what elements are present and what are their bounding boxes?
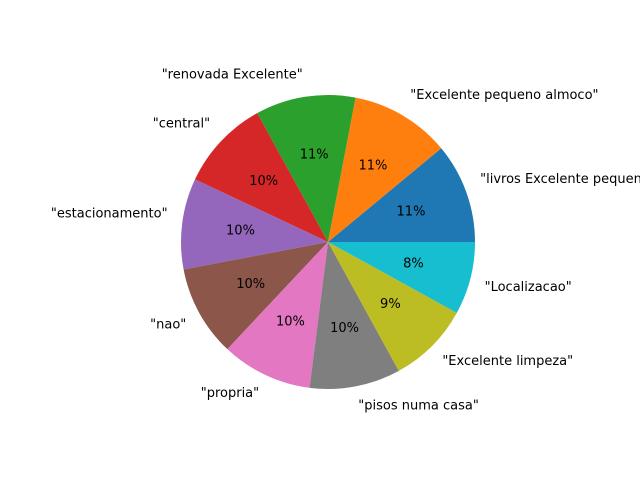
pie-slice-pisos-numa-casa: [309, 242, 399, 389]
category-label-excelente-pequeno-almoco: "Excelente pequeno almoco": [410, 88, 598, 103]
pie-slice-excelente-limpeza: [328, 242, 457, 371]
category-labels: "livros Excelente pequeno" "Excelente peq…: [51, 67, 640, 413]
category-label-pisos-numa-casa: "pisos numa casa": [358, 399, 479, 414]
category-label-excelente-limpeza: "Excelente limpeza": [442, 354, 573, 369]
percent-label-livros-excelente-pequeno: 11%: [397, 205, 426, 220]
category-label-nao: "nao": [150, 318, 186, 333]
category-label-central: "central": [153, 116, 210, 131]
category-label-propria: "propria": [201, 386, 259, 401]
pie-slice-estacionamento: [180, 179, 328, 270]
percent-label-excelente-pequeno-almoco: 11%: [358, 159, 387, 174]
pie-slice-central: [194, 113, 328, 242]
category-label-localizacao: "Localizacao": [485, 280, 572, 295]
category-label-renovada-excelente: "renovada Excelente": [162, 67, 303, 82]
percent-label-central: 10%: [249, 174, 278, 189]
percent-labels: 11% 11% 11% 10% 10% 10% 10% 10% 9% 8%: [226, 147, 425, 336]
percent-label-propria: 10%: [276, 314, 305, 329]
pie-slice-nao: [183, 242, 328, 350]
pie-slices: [180, 95, 475, 389]
pie-slice-propria: [227, 242, 328, 388]
pie-slice-livros-excelente-pequeno: [328, 148, 475, 242]
percent-label-localizacao: 8%: [403, 256, 424, 271]
pie-slice-localizacao: [328, 242, 475, 313]
percent-label-estacionamento: 10%: [226, 223, 255, 238]
category-label-livros-excelente-pequeno: "livros Excelente pequeno": [480, 172, 640, 187]
percent-label-excelente-limpeza: 9%: [380, 297, 401, 312]
pie-slice-renovada-excelente: [257, 95, 356, 242]
pie-slice-excelente-pequeno-almoco: [328, 97, 442, 242]
category-label-estacionamento: "estacionamento": [51, 207, 168, 222]
percent-label-nao: 10%: [236, 277, 265, 292]
percent-label-pisos-numa-casa: 10%: [330, 321, 359, 336]
percent-label-renovada-excelente: 11%: [300, 147, 329, 162]
